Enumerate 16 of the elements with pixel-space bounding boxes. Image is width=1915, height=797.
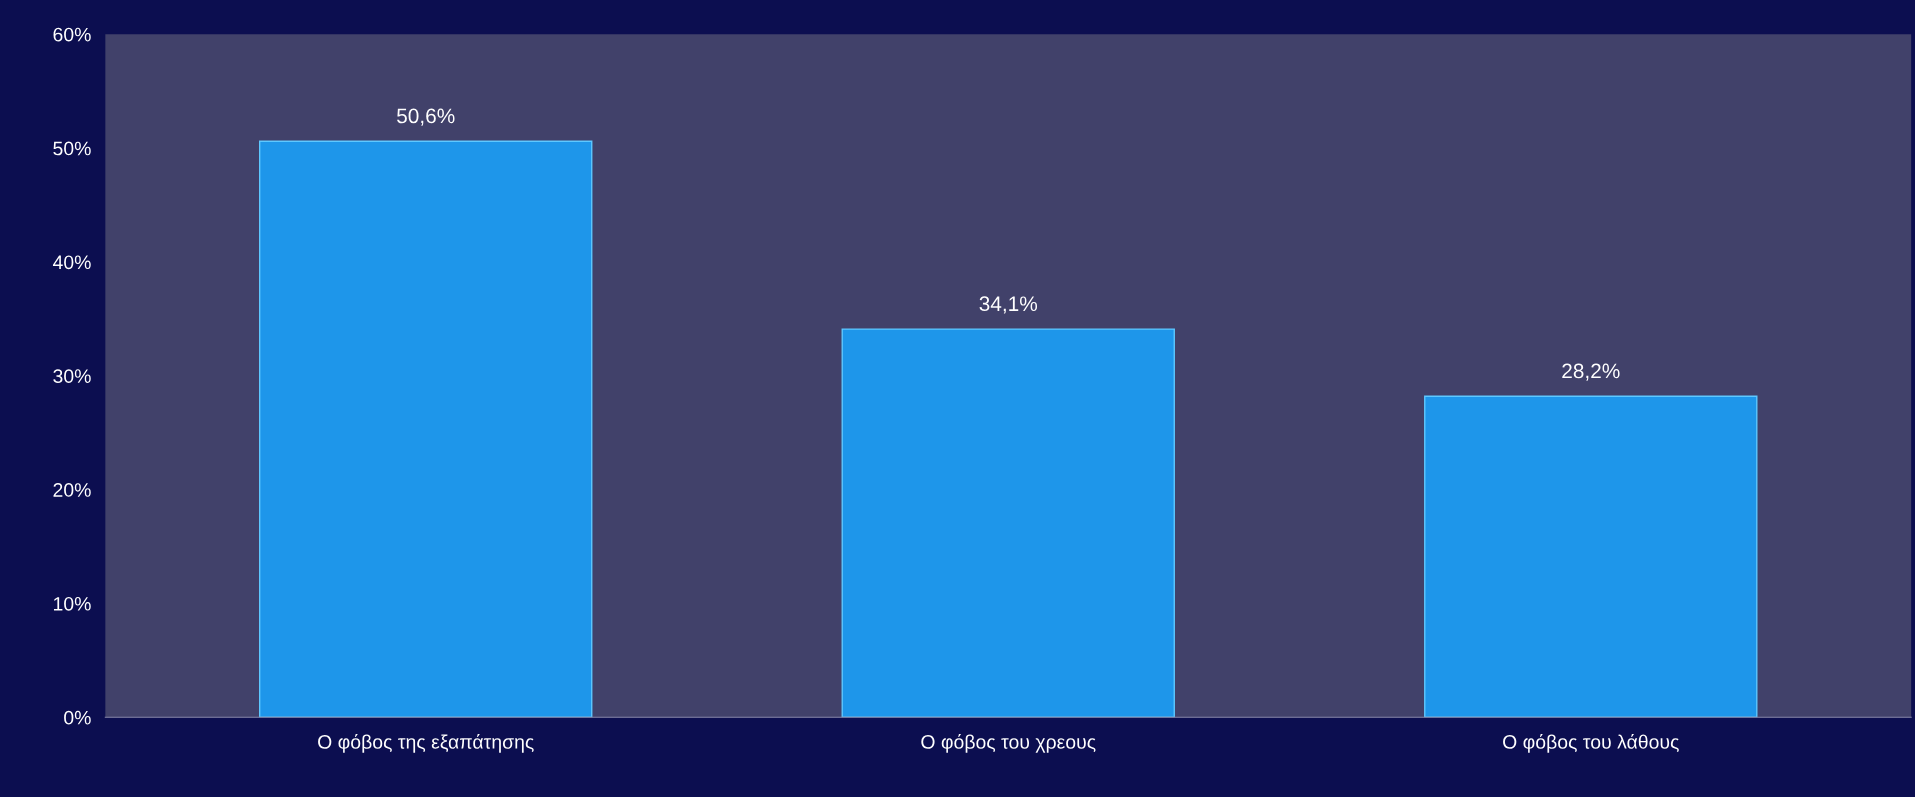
data-label: 34,1% — [979, 296, 1038, 314]
y-tick-label: 10% — [54, 596, 91, 611]
x-tick-label: Ο φόβος του λάθους — [1503, 733, 1679, 753]
y-tick-label: 40% — [52, 255, 91, 270]
bar — [841, 328, 1175, 718]
data-label: 28,2% — [1562, 363, 1620, 381]
bar — [259, 140, 593, 718]
y-tick-label: 60% — [53, 27, 91, 42]
y-tick-label: 50% — [53, 141, 91, 156]
y-tick-label: 0% — [64, 710, 91, 725]
y-tick-label: 30% — [53, 369, 91, 384]
x-tick-label: Ο φόβος της εξαπάτησης — [318, 733, 534, 753]
y-tick-label: 20% — [53, 483, 91, 497]
x-tick-label: Ο φόβος του χρεους — [921, 733, 1096, 753]
bar — [1424, 395, 1758, 718]
data-label: 50,6% — [397, 108, 455, 126]
